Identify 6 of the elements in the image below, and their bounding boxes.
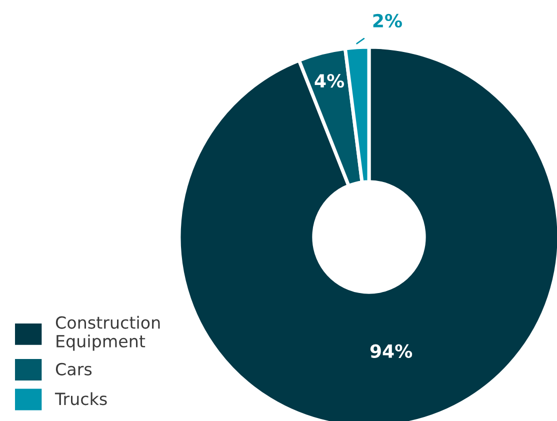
data-label: 94% <box>370 344 412 358</box>
legend-label: Cars <box>56 362 92 376</box>
legend-label: Trucks <box>54 392 107 406</box>
data-label: 2% <box>373 14 402 28</box>
data-label: 4% <box>314 74 344 88</box>
legend-label: Construction Equipment <box>56 316 160 351</box>
